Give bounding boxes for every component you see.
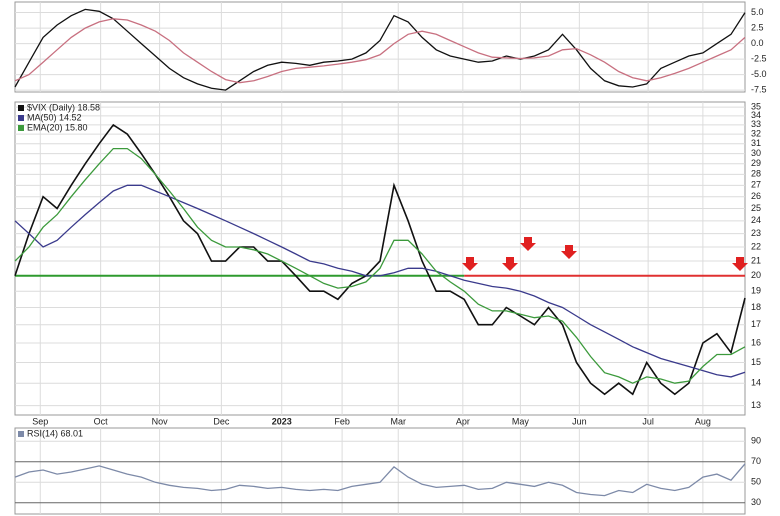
x-tick-label: May	[512, 416, 530, 426]
y-tick-label: 50	[751, 477, 761, 487]
arrows	[462, 237, 748, 271]
series-line	[14, 147, 746, 384]
x-tick-label: Mar	[391, 416, 407, 426]
panel-frame	[14, 1, 746, 93]
y-tick-label: 13	[751, 400, 761, 410]
arrow	[520, 237, 536, 251]
arrow	[502, 257, 518, 271]
y-tick-label: 19	[751, 286, 761, 296]
legend-label: MA(50) 14.52	[27, 112, 82, 122]
legend-swatch	[18, 115, 24, 121]
legend-swatch	[18, 105, 24, 111]
arrow	[561, 245, 577, 259]
y-tick-label: 26	[751, 191, 761, 201]
x-tick-label: 2023	[272, 416, 292, 426]
panel-frame	[14, 101, 746, 416]
x-tick-label: Apr	[456, 416, 470, 426]
y-tick-label: 34	[751, 110, 761, 120]
y-tick-label: 18	[751, 302, 761, 312]
x-tick-label: Feb	[334, 416, 350, 426]
x-tick-label: Aug	[695, 416, 711, 426]
y-tick-label: 35	[751, 101, 761, 111]
y-tick-label: 5.0	[751, 7, 764, 17]
legend-label: $VIX (Daily) 18.58	[27, 102, 100, 112]
y-tick-label: 31	[751, 138, 761, 148]
y-tick-label: 70	[751, 456, 761, 466]
arrow	[732, 257, 748, 271]
y-tick-label: 90	[751, 436, 761, 446]
y-tick-label: 33	[751, 119, 761, 129]
y-tick-label: 21	[751, 255, 761, 265]
y-tick-label: 15	[751, 357, 761, 367]
y-tick-label: 16	[751, 337, 761, 347]
x-tick-label: Sep	[32, 416, 48, 426]
y-tick-label: -5.0	[751, 69, 767, 79]
y-tick-label: 17	[751, 319, 761, 329]
y-tick-label: 0.0	[751, 38, 764, 48]
x-tick-label: Jun	[572, 416, 587, 426]
y-tick-label: 2.5	[751, 22, 764, 32]
legend-swatch	[18, 431, 24, 437]
y-tick-label: 25	[751, 203, 761, 213]
y-tick-label: -7.5	[751, 85, 767, 95]
y-tick-label: 30	[751, 148, 761, 158]
y-tick-label: 29	[751, 158, 761, 168]
series-line	[14, 184, 746, 378]
panel-frame	[14, 427, 746, 515]
y-tick-label: 32	[751, 129, 761, 139]
legend-swatch	[18, 125, 24, 131]
x-tick-label: Dec	[213, 416, 230, 426]
y-tick-label: -2.5	[751, 53, 767, 63]
series-line	[14, 123, 746, 396]
series-line	[14, 18, 746, 84]
y-tick-label: 22	[751, 241, 761, 251]
y-tick-label: 14	[751, 378, 761, 388]
x-tick-label: Jul	[642, 416, 654, 426]
y-tick-label: 27	[751, 180, 761, 190]
legend-label: RSI(14) 68.01	[27, 428, 83, 438]
arrow	[462, 257, 478, 271]
y-tick-label: 28	[751, 169, 761, 179]
legend-label: EMA(20) 15.80	[27, 122, 88, 132]
series-line	[14, 8, 746, 91]
series-line	[14, 463, 746, 497]
x-tick-label: Nov	[152, 416, 169, 426]
x-tick-label: Oct	[94, 416, 109, 426]
y-tick-label: 20	[751, 270, 761, 280]
y-tick-label: 30	[751, 497, 761, 507]
y-tick-label: 24	[751, 215, 761, 225]
y-tick-label: 23	[751, 228, 761, 238]
